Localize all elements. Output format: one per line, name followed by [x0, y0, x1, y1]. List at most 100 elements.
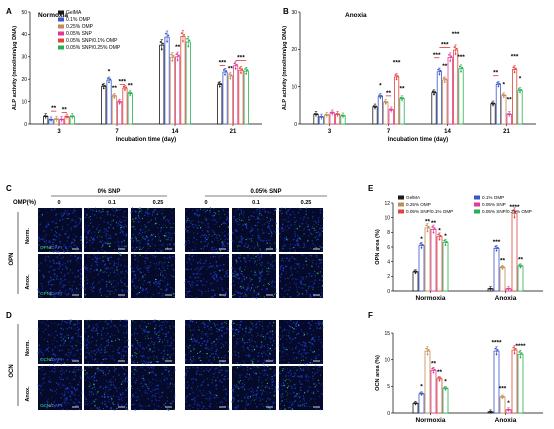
- dapi-nucleus: [96, 322, 98, 324]
- dapi-nucleus: [259, 403, 261, 405]
- dapi-nucleus: [121, 270, 123, 272]
- dapi-nucleus: [121, 247, 123, 249]
- marker-signal: [150, 362, 152, 364]
- stain-marker-c: OPN: [40, 245, 50, 250]
- dapi-nucleus: [158, 292, 161, 294]
- dapi-nucleus: [269, 241, 271, 243]
- dapi-nucleus: [56, 392, 57, 394]
- dapi-nucleus: [215, 371, 217, 373]
- marker-signal: [142, 256, 144, 257]
- dapi-nucleus: [132, 350, 134, 352]
- marker-signal: [260, 264, 262, 266]
- dapi-nucleus: [92, 258, 94, 260]
- dapi-nucleus: [321, 228, 323, 230]
- dapi-nucleus: [93, 386, 96, 388]
- dapi-nucleus: [260, 275, 263, 277]
- marker-signal: [254, 341, 256, 343]
- dapi-nucleus: [54, 207, 56, 210]
- dapi-nucleus: [200, 290, 202, 292]
- point-f-s1-g1-2: [496, 348, 499, 351]
- dapi-nucleus: [62, 279, 64, 281]
- marker-signal: [148, 372, 151, 374]
- dapi-nucleus: [152, 294, 154, 296]
- marker-signal: [154, 222, 157, 225]
- dapi-nucleus: [158, 248, 160, 250]
- dapi-nucleus: [207, 371, 209, 373]
- marker-signal: [91, 265, 93, 267]
- marker-signal: [107, 344, 109, 346]
- marker-signal: [200, 248, 202, 250]
- marker-signal: [246, 246, 248, 248]
- dapi-nucleus: [143, 228, 145, 231]
- dapi-nucleus: [263, 359, 266, 361]
- dapi-nucleus: [117, 402, 119, 404]
- dapi-nucleus: [62, 286, 64, 288]
- dapi-nucleus: [293, 391, 295, 394]
- marker-signal: [108, 275, 110, 277]
- dapi-nucleus: [190, 387, 193, 389]
- dapi-nucleus: [168, 256, 171, 259]
- dapi-nucleus: [189, 294, 191, 296]
- marker-signal: [266, 216, 268, 218]
- dapi-nucleus: [207, 346, 209, 348]
- dapi-nucleus: [305, 275, 308, 278]
- marker-signal: [74, 239, 76, 241]
- dapi-nucleus: [143, 330, 146, 333]
- dapi-nucleus: [76, 404, 79, 406]
- dapi-nucleus: [169, 286, 172, 289]
- dapi-nucleus: [111, 409, 113, 411]
- dapi-nucleus: [157, 341, 159, 344]
- dapi-nucleus: [157, 349, 160, 351]
- dapi-nucleus: [267, 271, 270, 273]
- dapi-nucleus: [256, 241, 259, 244]
- dapi-nucleus: [217, 354, 219, 356]
- dapi-nucleus: [95, 259, 98, 261]
- dapi-nucleus: [59, 263, 61, 265]
- dapi-nucleus: [184, 243, 187, 246]
- micrograph-bg-c-r1-c2: [131, 254, 175, 298]
- dapi-nucleus: [102, 239, 104, 242]
- dapi-nucleus: [135, 347, 137, 349]
- dapi-nucleus: [189, 325, 191, 327]
- dapi-nucleus: [194, 340, 196, 342]
- dapi-nucleus: [158, 400, 160, 402]
- dapi-nucleus: [289, 250, 291, 252]
- dapi-nucleus: [122, 348, 124, 350]
- dapi-nucleus: [188, 280, 190, 283]
- dapi-nucleus: [219, 269, 222, 271]
- dapi-nucleus: [167, 331, 170, 334]
- marker-signal: [131, 354, 134, 357]
- dapi-nucleus: [226, 275, 229, 278]
- dapi-nucleus: [101, 370, 104, 372]
- marker-signal: [95, 380, 97, 382]
- dapi-nucleus: [209, 265, 212, 268]
- marker-signal: [287, 362, 288, 364]
- chart-b-category-label-1: 7: [387, 129, 391, 135]
- dapi-nucleus: [290, 214, 292, 216]
- dapi-nucleus: [247, 378, 250, 380]
- dapi-nucleus: [114, 280, 116, 282]
- point-a-s3-g2-0: [175, 53, 178, 56]
- dapi-nucleus: [73, 225, 75, 227]
- dapi-nucleus: [295, 259, 297, 261]
- dapi-nucleus: [122, 285, 124, 287]
- dapi-nucleus: [100, 351, 102, 354]
- marker-signal: [213, 208, 215, 209]
- point-b-s3-g2-1: [449, 59, 452, 62]
- marker-signal: [116, 222, 118, 224]
- dapi-nucleus: [243, 341, 246, 344]
- dapi-nucleus: [285, 284, 287, 286]
- dapi-nucleus: [147, 331, 150, 334]
- marker-signal: [273, 395, 275, 397]
- dapi-nucleus: [315, 255, 317, 257]
- dapi-nucleus: [245, 261, 247, 263]
- dapi-nucleus: [263, 278, 265, 280]
- point-b-s1-g2-2: [439, 69, 442, 72]
- dapi-nucleus: [92, 353, 94, 355]
- stain-label-c-1: OPN/DAPI: [40, 291, 62, 296]
- dapi-nucleus: [307, 376, 310, 378]
- dapi-nucleus: [87, 231, 89, 233]
- dapi-nucleus: [172, 248, 174, 250]
- dapi-nucleus: [172, 268, 174, 270]
- sig-mark-f-3: *: [444, 379, 447, 386]
